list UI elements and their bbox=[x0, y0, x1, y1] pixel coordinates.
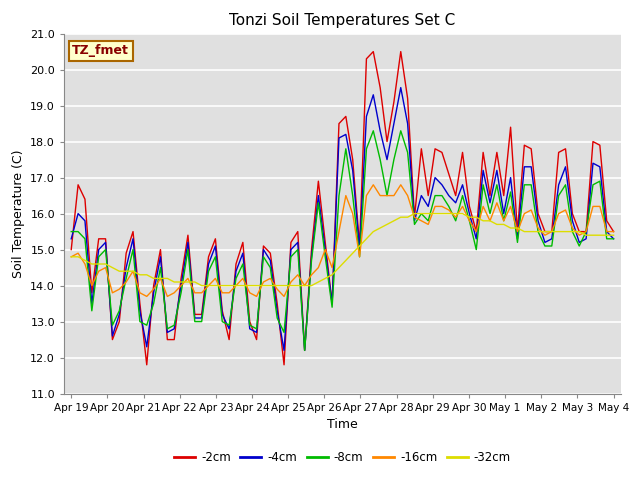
Title: Tonzi Soil Temperatures Set C: Tonzi Soil Temperatures Set C bbox=[229, 13, 456, 28]
Legend: -2cm, -4cm, -8cm, -16cm, -32cm: -2cm, -4cm, -8cm, -16cm, -32cm bbox=[169, 446, 516, 469]
Y-axis label: Soil Temperature (C): Soil Temperature (C) bbox=[12, 149, 25, 278]
Text: TZ_fmet: TZ_fmet bbox=[72, 44, 129, 58]
X-axis label: Time: Time bbox=[327, 418, 358, 431]
